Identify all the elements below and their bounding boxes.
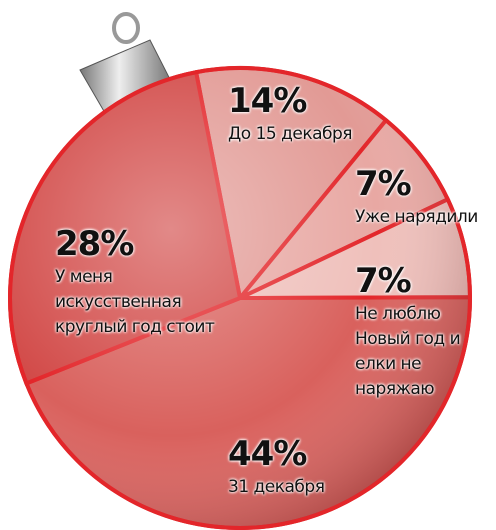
value-label: 7% [355, 164, 412, 204]
value-label: 28% [55, 224, 134, 264]
category-label: Не люблю Новый год и елки не наряжаю [355, 304, 461, 399]
value-label: 7% [355, 261, 412, 301]
value-label: 44% [228, 434, 307, 474]
category-label: У меня искусственная круглый год стоит [55, 267, 215, 337]
value-label: 14% [228, 81, 307, 121]
ball-outline [8, 66, 472, 530]
category-label: До 15 декабря [228, 124, 353, 144]
category-label: Уже нарядили [355, 207, 478, 227]
category-label: 31 декабря [228, 477, 325, 497]
